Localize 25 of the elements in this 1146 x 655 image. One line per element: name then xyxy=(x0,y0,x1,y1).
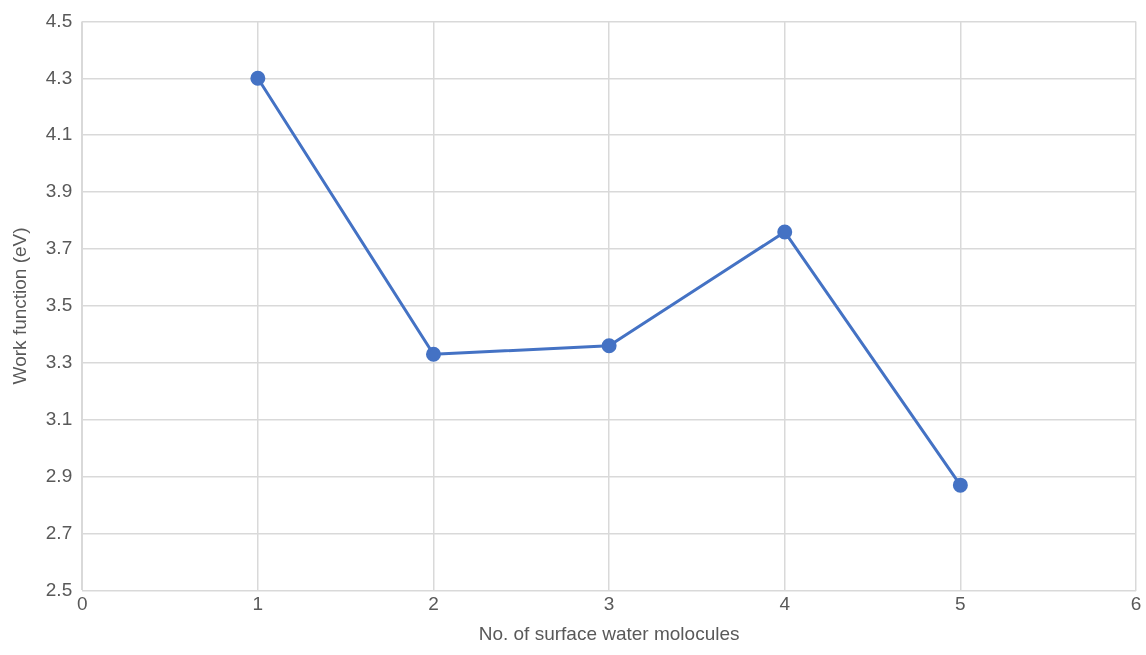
y-tick-label: 3.1 xyxy=(45,407,73,429)
point xyxy=(601,338,617,354)
y-tick-label: 3.9 xyxy=(45,180,73,202)
y-tick-label: 4.5 xyxy=(45,9,73,31)
y-tick-label: 4.1 xyxy=(45,123,73,145)
x-tick-label: 0 xyxy=(76,593,88,615)
point xyxy=(425,346,441,362)
point xyxy=(777,224,793,240)
point xyxy=(250,70,266,86)
y-tick-label: 2.9 xyxy=(45,464,73,486)
y-tick-label: 3.5 xyxy=(45,294,73,316)
y-tick-label: 3.7 xyxy=(45,237,73,259)
x-tick-label: 3 xyxy=(603,593,615,615)
y-tick-label: 2.7 xyxy=(45,521,73,543)
y-axis-title: Work function (eV) xyxy=(8,227,30,385)
y-tick-label: 4.3 xyxy=(45,66,73,88)
x-tick-label: 1 xyxy=(252,593,264,615)
point xyxy=(952,477,968,493)
x-tick-label: 4 xyxy=(779,593,791,615)
y-tick-label: 3.3 xyxy=(45,351,73,373)
x-tick-label: 2 xyxy=(428,593,439,615)
x-axis-title: No. of surface water molocules xyxy=(478,622,740,644)
x-tick-label: 5 xyxy=(955,593,966,615)
x-tick-label: 6 xyxy=(1130,593,1142,615)
y-tick-label: 2.5 xyxy=(45,578,73,600)
